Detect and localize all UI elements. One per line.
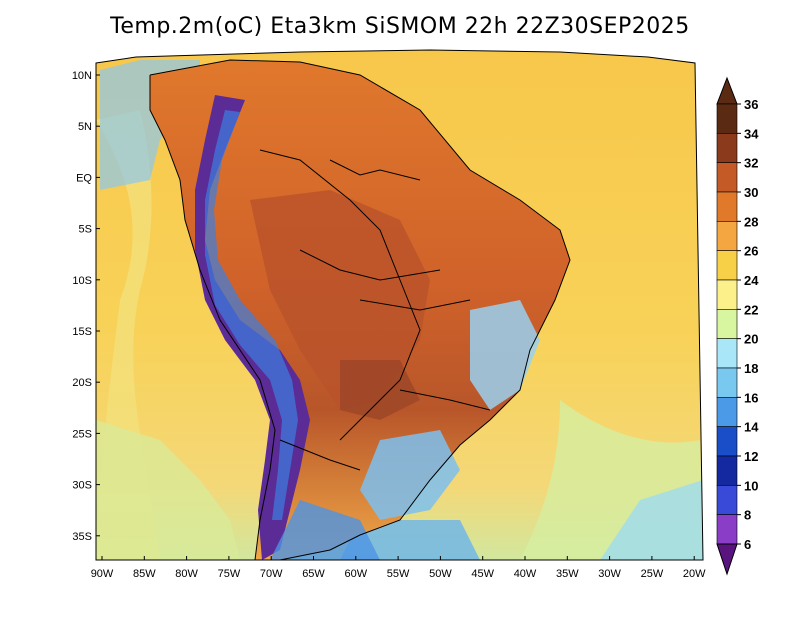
lon-label: 45W	[471, 568, 494, 580]
map-title: Temp.2m(oC) Eta3km SiSMOM 22h 22Z30SEP20…	[110, 14, 690, 39]
patagonia-cold	[270, 500, 380, 560]
colorbar-segment	[716, 191, 738, 222]
hottest-pocket	[340, 360, 420, 420]
colorbar-segment	[716, 485, 738, 515]
lat-label: EQ	[76, 172, 92, 184]
colorbar-label: 22	[744, 302, 758, 317]
latitude-axis: 10N 5N EQ 5S 10S 15S 20S 25S 30S 35S	[72, 70, 100, 543]
lon-label: 25W	[641, 568, 664, 580]
lon-label: 60W	[344, 568, 367, 580]
colorbar-label: 14	[744, 420, 759, 435]
colorbar-label: 12	[744, 449, 758, 464]
colorbar-label: 8	[744, 508, 751, 523]
colorbar-segment	[716, 103, 738, 134]
colorbar-label: 10	[744, 478, 758, 493]
colorbar-label: 30	[744, 185, 758, 200]
lat-label: 5S	[79, 224, 92, 236]
colorbar-segment	[716, 221, 738, 251]
colorbar-segment	[716, 309, 738, 339]
south-atlantic-cold	[600, 480, 703, 560]
country-borders	[149, 59, 571, 560]
colorbar-segment	[716, 250, 738, 281]
hot-interior	[250, 190, 430, 410]
lon-label: 65W	[302, 568, 325, 580]
lat-label: 35S	[72, 531, 92, 543]
colorbar-max-arrow	[716, 76, 738, 105]
colorbar-segment	[716, 133, 738, 163]
lon-label: 55W	[387, 568, 410, 580]
lon-label: 70W	[260, 568, 283, 580]
andes-slope	[205, 110, 298, 520]
colorbar-label: 28	[744, 214, 758, 229]
colorbar-segment	[716, 426, 738, 457]
southeast-cool	[470, 300, 540, 410]
lat-label: 10N	[72, 70, 92, 82]
colorbar-segment	[716, 338, 738, 369]
lon-label: 90W	[91, 568, 114, 580]
lat-label: 25S	[72, 428, 92, 440]
colorbar-label: 32	[744, 156, 758, 171]
lon-label: 85W	[133, 568, 156, 580]
colorbar-segment	[716, 397, 738, 427]
pacific-south-cool	[96, 420, 240, 560]
lon-label: 80W	[175, 568, 198, 580]
colorbar-label: 34	[744, 126, 759, 141]
lon-label: 75W	[218, 568, 241, 580]
colorbar-segment	[716, 279, 738, 310]
plot-frame	[95, 49, 704, 561]
lon-label: 50W	[429, 568, 452, 580]
colorbar: 36 34 32 30 28 26 24 22 20 18 16 14 12 10 8 6	[716, 76, 759, 576]
lat-label: 20S	[72, 377, 92, 389]
colorbar-label: 6	[744, 537, 751, 552]
lat-label: 30S	[72, 480, 92, 492]
lat-label: 10S	[72, 275, 92, 287]
colorbar-label: 16	[744, 390, 758, 405]
colorbar-segment	[716, 514, 738, 545]
lat-label: 5N	[78, 121, 92, 133]
colorbar-min-arrow	[716, 543, 738, 576]
colorbar-label: 18	[744, 361, 758, 376]
colorbar-label: 24	[744, 273, 759, 288]
map-plot-area	[96, 50, 703, 560]
lon-label: 40W	[514, 568, 537, 580]
lon-label: 35W	[556, 568, 579, 580]
colorbar-segment	[716, 367, 738, 398]
lon-label: 20W	[683, 568, 706, 580]
longitude-axis: 90W 85W 80W 75W 70W 65W 60W 55W 50W 45W 40W 35W 30W 2…	[91, 556, 706, 580]
lat-label: 15S	[72, 326, 92, 338]
colorbar-segment	[716, 455, 738, 486]
colorbar-label: 20	[744, 332, 758, 347]
colorbar-segment	[716, 162, 738, 193]
south-brazil-cool	[360, 430, 460, 520]
colorbar-label: 36	[744, 97, 758, 112]
colorbar-label: 26	[744, 244, 758, 259]
lon-label: 30W	[598, 568, 621, 580]
